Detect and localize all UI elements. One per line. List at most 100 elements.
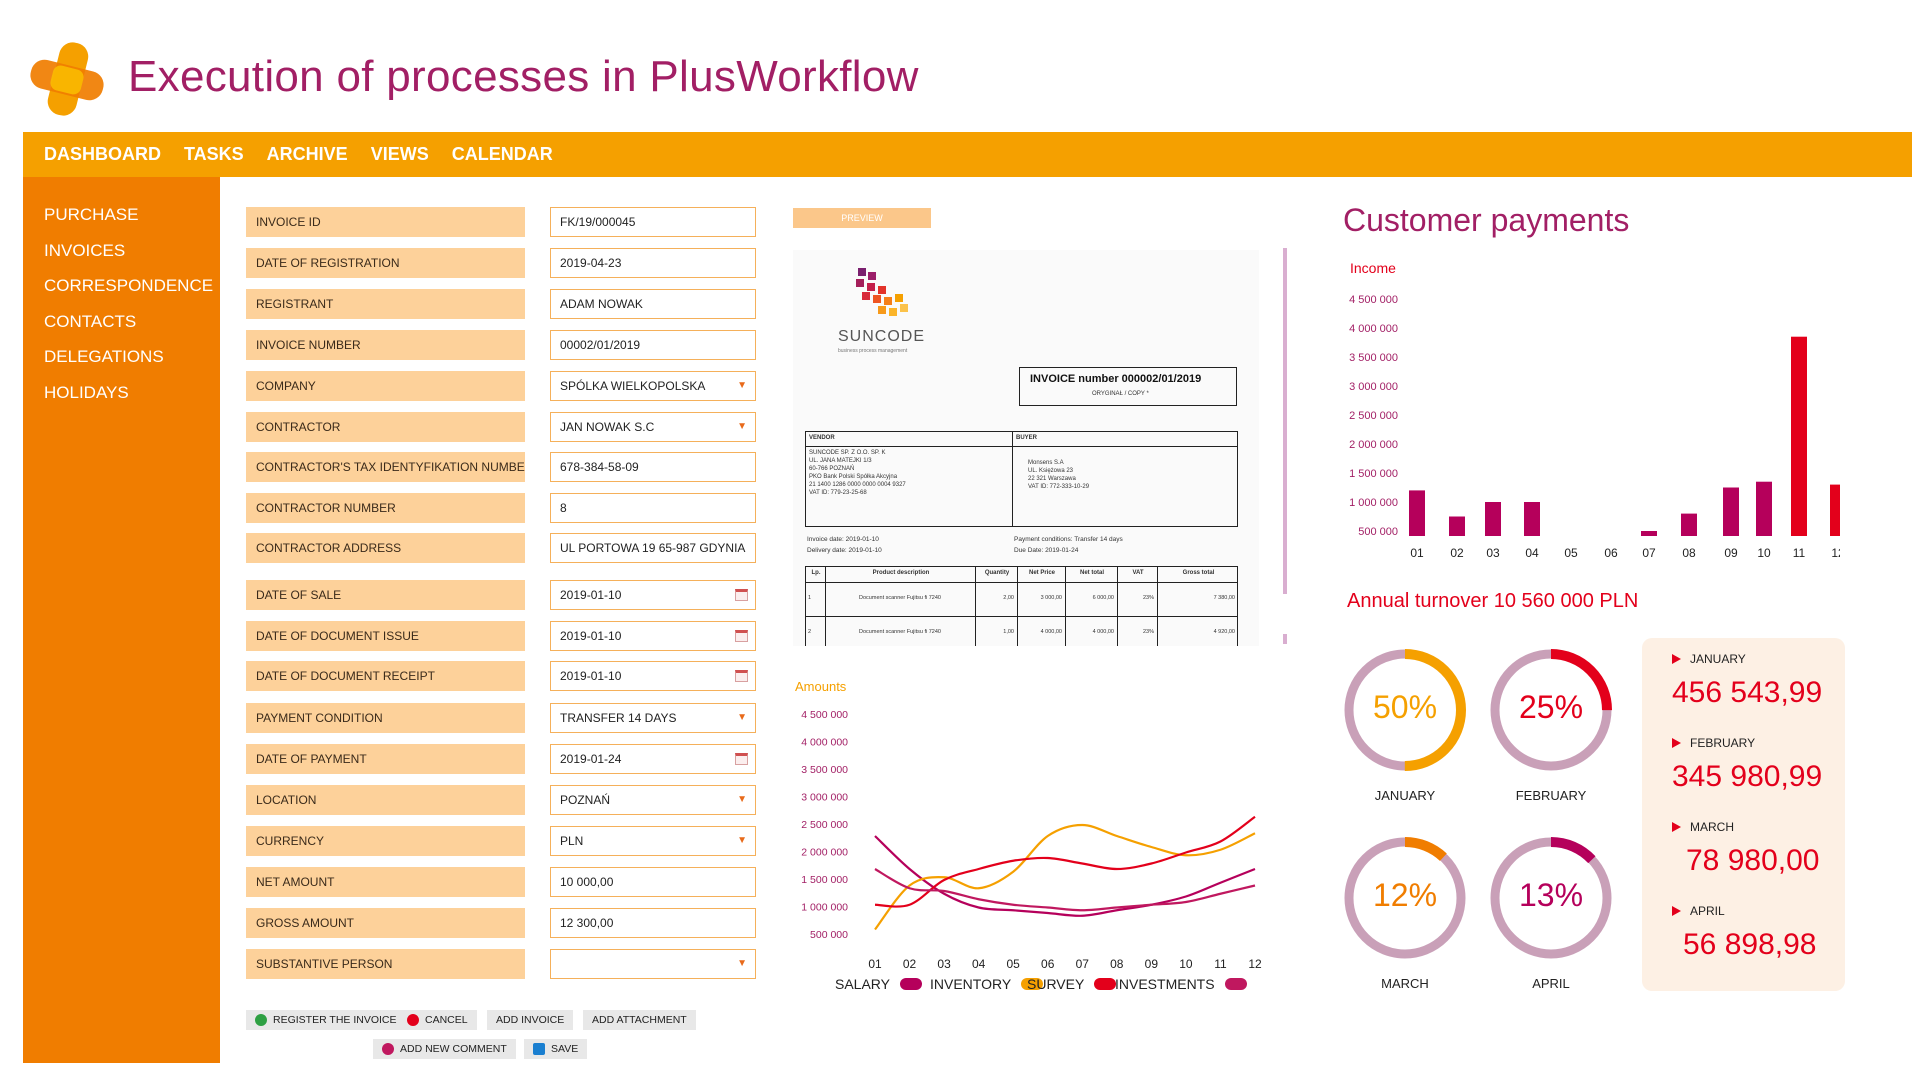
chevron-down-icon[interactable]: ▼ bbox=[737, 421, 747, 432]
line-chart-legend: SALARY INVENTORY SURVEY INVESTMENTS bbox=[835, 976, 1285, 998]
x-tick-label: 12 bbox=[1248, 957, 1262, 971]
doc-table-rule bbox=[805, 566, 1238, 567]
bar-month-09 bbox=[1723, 487, 1739, 536]
doc-table-col-rule bbox=[1017, 566, 1018, 646]
chevron-down-icon[interactable]: ▼ bbox=[737, 380, 747, 391]
cancel-button[interactable]: CANCEL bbox=[398, 1010, 477, 1030]
contractor-address-field[interactable]: UL PORTOWA 19 65-987 GDYNIA bbox=[550, 533, 756, 563]
y-tick-label: 1 000 000 bbox=[1349, 497, 1398, 509]
contractor-s-tax-identyfikation-number-field[interactable]: 678-384-58-09 bbox=[550, 452, 756, 482]
doc-payment-cond: Payment conditions: Transfer 14 days bbox=[1014, 536, 1123, 543]
label-payment-condition: PAYMENT CONDITION bbox=[246, 703, 525, 733]
substantive-person-field[interactable]: ▼ bbox=[550, 949, 756, 979]
legend-item-inventory: INVENTORY bbox=[930, 976, 1044, 992]
x-tick-label: 12 bbox=[1831, 546, 1840, 560]
play-icon bbox=[1672, 906, 1681, 916]
nav-tasks[interactable]: TASKS bbox=[184, 144, 244, 164]
date-of-payment-field[interactable]: 2019-01-24 bbox=[550, 744, 756, 774]
doc-delivery-date: Delivery date: 2019-01-10 bbox=[807, 547, 882, 554]
nav-views[interactable]: VIEWS bbox=[370, 144, 429, 164]
label-invoice-number: INVOICE NUMBER bbox=[246, 330, 525, 360]
location-field[interactable]: POZNAŃ ▼ bbox=[550, 785, 756, 815]
registrant-field[interactable]: ADAM NOWAK bbox=[550, 289, 756, 319]
invoice-number-field[interactable]: 00002/01/2019 bbox=[550, 330, 756, 360]
calendar-icon[interactable] bbox=[735, 753, 748, 765]
date-of-document-issue-field[interactable]: 2019-01-10 bbox=[550, 621, 756, 651]
sidebar-item-purchase[interactable]: PURCHASE bbox=[44, 205, 139, 224]
sidebar-item-holidays[interactable]: HOLIDAYS bbox=[44, 382, 129, 402]
chevron-down-icon[interactable]: ▼ bbox=[737, 835, 747, 846]
legend-item-survey: SURVEY bbox=[1027, 976, 1117, 992]
series-line-investments bbox=[874, 868, 1256, 912]
y-tick-label: 2 000 000 bbox=[1349, 439, 1398, 451]
calendar-icon[interactable] bbox=[735, 589, 748, 601]
company-field[interactable]: SPÓLKA WIELKOPOLSKA ▼ bbox=[550, 371, 756, 401]
label-date-of-document-receipt: DATE OF DOCUMENT RECEIPT bbox=[246, 661, 525, 691]
doc-table-head: VAT bbox=[1132, 570, 1144, 576]
contractor-number-value: 8 bbox=[560, 501, 567, 515]
legend-label: INVESTMENTS bbox=[1115, 976, 1215, 992]
chevron-down-icon[interactable]: ▼ bbox=[737, 794, 747, 805]
x-tick-label: 09 bbox=[1145, 957, 1159, 971]
y-tick-label: 500 000 bbox=[1358, 526, 1398, 538]
donut-month-january: JANUARY bbox=[1374, 788, 1436, 803]
nav-archive[interactable]: ARCHIVE bbox=[266, 144, 348, 164]
sidebar-item-contacts[interactable]: CONTACTS bbox=[44, 311, 137, 331]
doc-table-cell: 23% bbox=[1142, 629, 1154, 635]
preview-scrollbar-thumb[interactable] bbox=[1283, 634, 1287, 644]
date-of-document-receipt-value: 2019-01-10 bbox=[560, 669, 622, 683]
date-of-document-receipt-field[interactable]: 2019-01-10 bbox=[550, 661, 756, 691]
legend-item-salary: SALARY bbox=[835, 976, 922, 992]
nav-calendar[interactable]: CALENDAR bbox=[451, 144, 553, 164]
invoice-document-preview: SUNCODE business process management INVO… bbox=[793, 250, 1259, 646]
doc-table-cell: 7 380,00 bbox=[1213, 595, 1235, 601]
donut-chart-april bbox=[1490, 837, 1612, 959]
doc-parties-box: VENDOR BUYER SUNCODE SP. Z O.O. SP. K UL.… bbox=[805, 431, 1238, 527]
doc-table-head: Product description bbox=[872, 570, 930, 576]
amounts-chart-title: Amounts bbox=[795, 679, 847, 694]
payment-condition-value: TRANSFER 14 DAYS bbox=[560, 711, 677, 725]
preview-button[interactable]: PREVIEW bbox=[793, 208, 931, 228]
sidebar-item-delegations[interactable]: DELEGATIONS bbox=[44, 347, 164, 366]
currency-value: PLN bbox=[560, 834, 584, 848]
income-bar-chart: 4 500 000 4 000 000 3 500 000 3 000 000 2 50… bbox=[1349, 294, 1840, 560]
invoice-id-field[interactable]: FK/19/000045 bbox=[550, 207, 756, 237]
chevron-down-icon[interactable]: ▼ bbox=[737, 958, 747, 969]
date-of-registration-field[interactable]: 2019-04-23 bbox=[550, 248, 756, 278]
add-comment-button[interactable]: ADD NEW COMMENT bbox=[373, 1039, 516, 1059]
chevron-down-icon[interactable]: ▼ bbox=[737, 712, 747, 723]
add-attachment-button[interactable]: ADD ATTACHMENT bbox=[583, 1010, 696, 1030]
calendar-icon[interactable] bbox=[735, 670, 748, 682]
add-invoice-button[interactable]: ADD INVOICE bbox=[487, 1010, 574, 1030]
gross-amount-field[interactable]: 12 300,00 bbox=[550, 908, 756, 938]
donut-arc bbox=[1490, 649, 1612, 771]
x-tick-label: 05 bbox=[1564, 546, 1578, 560]
x-tick-label: 01 bbox=[1410, 546, 1424, 560]
doc-table-cell: Document scanner Fujitsu fi 7240 bbox=[859, 629, 941, 635]
contractor-field[interactable]: JAN NOWAK S.C ▼ bbox=[550, 412, 756, 442]
date-of-registration-value: 2019-04-23 bbox=[560, 256, 622, 270]
y-tick-label: 3 500 000 bbox=[801, 764, 848, 776]
app-title: Execution of processes in PlusWorkflow bbox=[128, 52, 919, 101]
contractor-number-field[interactable]: 8 bbox=[550, 493, 756, 523]
label-registrant: REGISTRANT bbox=[246, 289, 525, 319]
date-of-sale-field[interactable]: 2019-01-10 bbox=[550, 580, 756, 610]
save-button[interactable]: SAVE bbox=[524, 1039, 588, 1059]
calendar-icon[interactable] bbox=[735, 630, 748, 642]
donut-percent-february: 25% bbox=[1518, 689, 1584, 725]
bar-month-11 bbox=[1791, 336, 1807, 536]
sidebar-item-invoices[interactable]: INVOICES bbox=[44, 240, 126, 260]
payment-condition-field[interactable]: TRANSFER 14 DAYS ▼ bbox=[550, 703, 756, 733]
doc-due-date: Due Date: 2019-01-24 bbox=[1014, 547, 1079, 554]
location-value: POZNAŃ bbox=[560, 793, 611, 807]
currency-field[interactable]: PLN ▼ bbox=[550, 826, 756, 856]
invoice-number-value: 00002/01/2019 bbox=[560, 338, 641, 352]
nav-dashboard[interactable]: DASHBOARD bbox=[44, 144, 161, 164]
preview-scrollbar[interactable] bbox=[1283, 248, 1287, 594]
doc-table-head: Net total bbox=[1080, 570, 1104, 576]
sidebar-item-correspondence[interactable]: CORRESPONDENCE bbox=[44, 276, 214, 295]
net-amount-field[interactable]: 10 000,00 bbox=[550, 867, 756, 897]
x-tick-label: 04 bbox=[1525, 546, 1539, 560]
register-invoice-button[interactable]: REGISTER THE INVOICE bbox=[246, 1010, 406, 1030]
monthly-payments-panel: JANUARY 456 543,99 FEBRUARY 345 980,99 MARCH… bbox=[1642, 638, 1845, 991]
